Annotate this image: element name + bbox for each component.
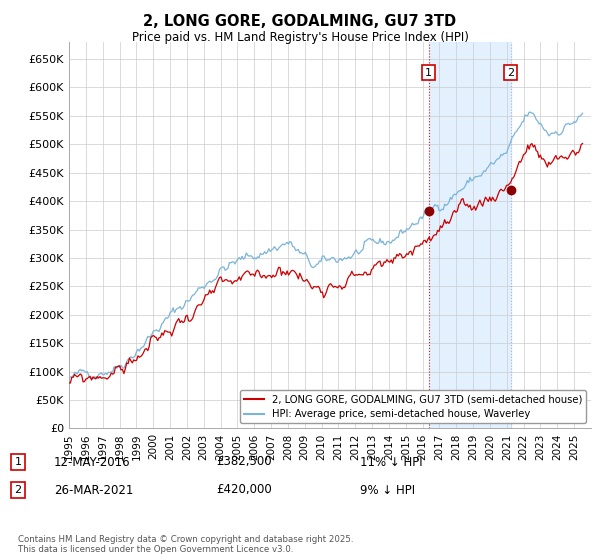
Text: £382,500: £382,500 (216, 455, 272, 469)
Text: 9% ↓ HPI: 9% ↓ HPI (360, 483, 415, 497)
Text: 12-MAY-2016: 12-MAY-2016 (54, 455, 131, 469)
Text: £420,000: £420,000 (216, 483, 272, 497)
Text: 1: 1 (14, 457, 22, 467)
Bar (428, 42, 511, 428)
Text: 1: 1 (425, 68, 432, 78)
Text: 11% ↓ HPI: 11% ↓ HPI (360, 455, 422, 469)
Text: Contains HM Land Registry data © Crown copyright and database right 2025.
This d: Contains HM Land Registry data © Crown c… (18, 535, 353, 554)
Text: Price paid vs. HM Land Registry's House Price Index (HPI): Price paid vs. HM Land Registry's House … (131, 31, 469, 44)
Text: 2, LONG GORE, GODALMING, GU7 3TD: 2, LONG GORE, GODALMING, GU7 3TD (143, 14, 457, 29)
Legend: 2, LONG GORE, GODALMING, GU7 3TD (semi-detached house), HPI: Average price, semi: 2, LONG GORE, GODALMING, GU7 3TD (semi-d… (239, 390, 586, 423)
Text: 26-MAR-2021: 26-MAR-2021 (54, 483, 133, 497)
Text: 2: 2 (507, 68, 514, 78)
Text: 2: 2 (14, 485, 22, 495)
